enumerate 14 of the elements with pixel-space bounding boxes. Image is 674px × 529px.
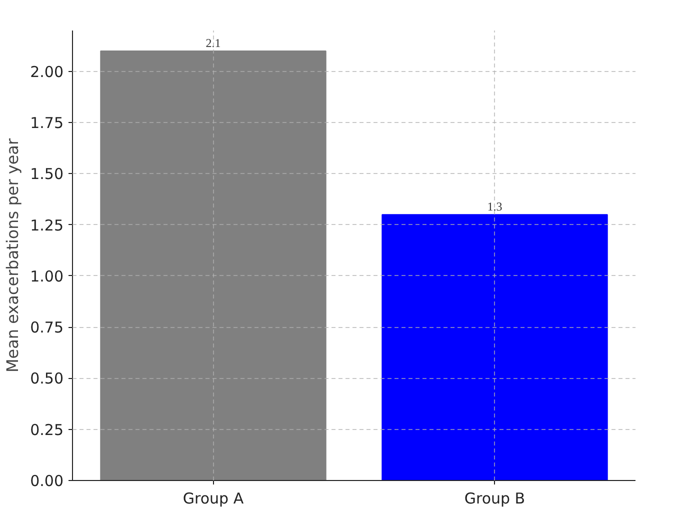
y-tick-label: 1.50 — [30, 165, 64, 184]
y-tick-label: 0.75 — [30, 318, 64, 337]
data-label: 1.3 — [487, 200, 502, 214]
y-tick-label: 1.75 — [30, 114, 64, 132]
y-axis-title: Mean exacerbations per year — [3, 138, 22, 373]
y-tick-label: 0.00 — [30, 472, 64, 490]
x-tick-label: Group A — [182, 490, 244, 508]
data-label: 2.1 — [206, 36, 221, 50]
x-tick-label: Group B — [464, 490, 526, 508]
y-tick-label: 2.00 — [30, 62, 64, 81]
y-tick-label: 0.25 — [30, 420, 64, 439]
y-tick-label: 0.50 — [30, 370, 64, 388]
y-tick-label: 1.25 — [30, 216, 64, 234]
y-tick-label: 1.00 — [30, 267, 64, 286]
